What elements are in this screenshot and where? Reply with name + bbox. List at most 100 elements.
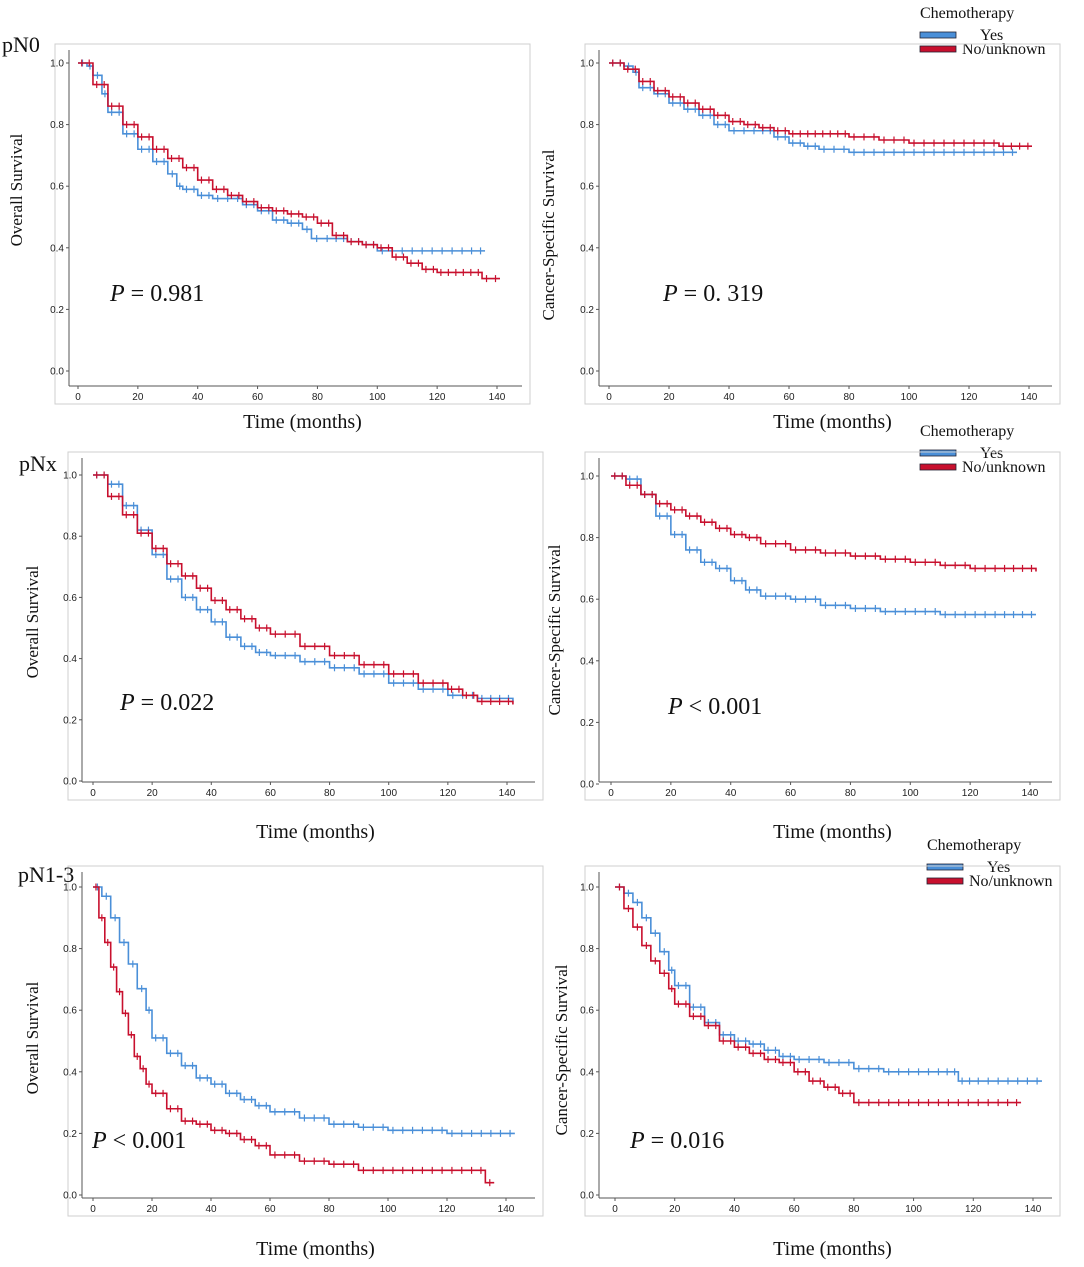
- y-tick-label: 0.6: [580, 595, 594, 606]
- x-tick-label: 40: [725, 788, 737, 799]
- p-value-annotation: P < 0.001: [667, 694, 762, 720]
- y-tick-label: 0.0: [580, 1191, 594, 1202]
- p-value-annotation: P = 0.022: [119, 690, 214, 716]
- plot-frame: [584, 451, 1061, 801]
- x-tick-label: 60: [785, 788, 797, 799]
- x-tick-label: 60: [789, 1204, 801, 1215]
- y-axis-title: Cancer-Specific Survival: [552, 964, 571, 1135]
- y-tick-label: 0.4: [580, 1067, 594, 1078]
- x-tick-label: 140: [489, 392, 506, 403]
- y-tick-label: 0.4: [580, 243, 594, 254]
- legend-swatch-no-unknown: [919, 45, 957, 53]
- x-axis-title: Time (months): [256, 821, 375, 843]
- plot-frame: [584, 865, 1061, 1217]
- legend-title: Chemotherapy: [920, 5, 1014, 22]
- x-tick-label: 0: [608, 788, 614, 799]
- p-symbol: P: [119, 690, 135, 716]
- p-value-text: < 0.001: [107, 1128, 187, 1154]
- y-tick-label: 0.8: [63, 532, 77, 543]
- y-tick-label: 0.4: [580, 656, 594, 667]
- x-axis-title: Time (months): [773, 411, 892, 433]
- x-tick-label: 80: [324, 788, 336, 799]
- legend-title: Chemotherapy: [920, 423, 1014, 440]
- x-tick-label: 80: [843, 392, 855, 403]
- x-tick-label: 140: [498, 1204, 515, 1215]
- x-tick-label: 40: [205, 1204, 217, 1215]
- y-tick-label: 1.0: [580, 59, 594, 70]
- x-tick-label: 0: [612, 1204, 618, 1215]
- series-line-no-unknown: [611, 475, 1037, 572]
- p-value-text: = 0. 319: [678, 281, 764, 307]
- series-line-no-unknown: [615, 886, 1022, 1104]
- p-symbol: P: [109, 281, 125, 307]
- y-tick-label: 0.0: [63, 1191, 77, 1202]
- legend-label-no-unknown: No/unknown: [962, 41, 1046, 58]
- x-tick-label: 20: [669, 1204, 681, 1215]
- series-line-yes: [93, 886, 515, 1135]
- legend-swatch-yes: [926, 863, 964, 871]
- x-tick-label: 100: [901, 392, 918, 403]
- y-tick-label: 0.6: [580, 1006, 594, 1017]
- x-tick-label: 100: [369, 392, 386, 403]
- y-tick-label: 1.0: [580, 472, 594, 483]
- series-line-yes: [609, 62, 1017, 154]
- x-tick-label: 140: [499, 788, 516, 799]
- x-tick-label: 60: [265, 788, 277, 799]
- x-tick-label: 0: [75, 392, 81, 403]
- y-tick-label: 1.0: [63, 471, 77, 482]
- x-tick-label: 120: [439, 1204, 456, 1215]
- p-value-annotation: P = 0.981: [109, 281, 204, 307]
- y-axis-title: Overall Survival: [23, 981, 42, 1094]
- legend-swatch-no-unknown: [926, 877, 964, 885]
- y-tick-label: 0.2: [63, 715, 77, 726]
- series-line-yes: [611, 475, 1036, 616]
- y-tick-label: 0.4: [63, 1067, 77, 1078]
- x-tick-label: 40: [729, 1204, 741, 1215]
- plot-frame: [54, 43, 531, 405]
- chart-panel-1: 0.0 0.2 0.4 0.6 0.8 1.0 0 20 40 60 80 100 120 140 Time…: [2, 5, 1046, 433]
- legend-label-yes: Yes: [987, 859, 1010, 876]
- p-symbol: P: [629, 1128, 645, 1154]
- y-tick-label: 0.4: [63, 654, 77, 665]
- x-tick-label: 100: [905, 1204, 922, 1215]
- x-tick-label: 100: [380, 1204, 397, 1215]
- legend-swatch-no-unknown: [919, 463, 957, 471]
- y-tick-label: 0.6: [580, 182, 594, 193]
- x-tick-label: 40: [206, 788, 218, 799]
- y-tick-label: 0.2: [50, 305, 64, 316]
- x-tick-label: 40: [192, 392, 204, 403]
- y-tick-label: 0.6: [50, 182, 64, 193]
- x-axis-title: Time (months): [256, 1238, 375, 1260]
- x-tick-label: 20: [132, 392, 144, 403]
- y-tick-label: 0.6: [63, 593, 77, 604]
- x-tick-label: 120: [962, 788, 979, 799]
- x-tick-label: 60: [252, 392, 264, 403]
- y-tick-label: 0.4: [50, 243, 64, 254]
- y-axis-title: Cancer-Specific Survival: [539, 149, 558, 320]
- x-tick-label: 80: [323, 1204, 335, 1215]
- p-symbol: P: [667, 694, 683, 720]
- plot-frame: [584, 43, 1061, 405]
- x-tick-label: 100: [380, 788, 397, 799]
- y-axis-title: Overall Survival: [7, 133, 26, 246]
- y-tick-label: 0.2: [580, 305, 594, 316]
- x-tick-label: 0: [90, 788, 96, 799]
- series-line-no-unknown: [93, 474, 514, 705]
- x-tick-label: 100: [902, 788, 919, 799]
- chart-panel-4: 0.0 0.2 0.4 0.6 0.8 1.0 0 20 40 60 80 100 120 140 Time…: [545, 451, 1061, 843]
- p-value-annotation: P < 0.001: [91, 1128, 186, 1154]
- p-value-text: = 0.022: [135, 690, 215, 716]
- chart-panel-5: 0.0 0.2 0.4 0.6 0.8 1.0 0 20 40 60 80 100 120 140 Time…: [18, 837, 1053, 1260]
- x-tick-label: 140: [1021, 392, 1038, 403]
- series-line-no-unknown: [78, 62, 500, 280]
- x-tick-label: 0: [90, 1204, 96, 1215]
- y-tick-label: 0.0: [63, 777, 77, 788]
- x-tick-label: 80: [848, 1204, 860, 1215]
- p-value-annotation: P = 0.016: [629, 1128, 724, 1154]
- x-tick-label: 20: [665, 788, 677, 799]
- x-tick-label: 120: [961, 392, 978, 403]
- x-tick-label: 60: [783, 392, 795, 403]
- y-tick-label: 0.2: [580, 1129, 594, 1140]
- x-tick-label: 140: [1022, 788, 1039, 799]
